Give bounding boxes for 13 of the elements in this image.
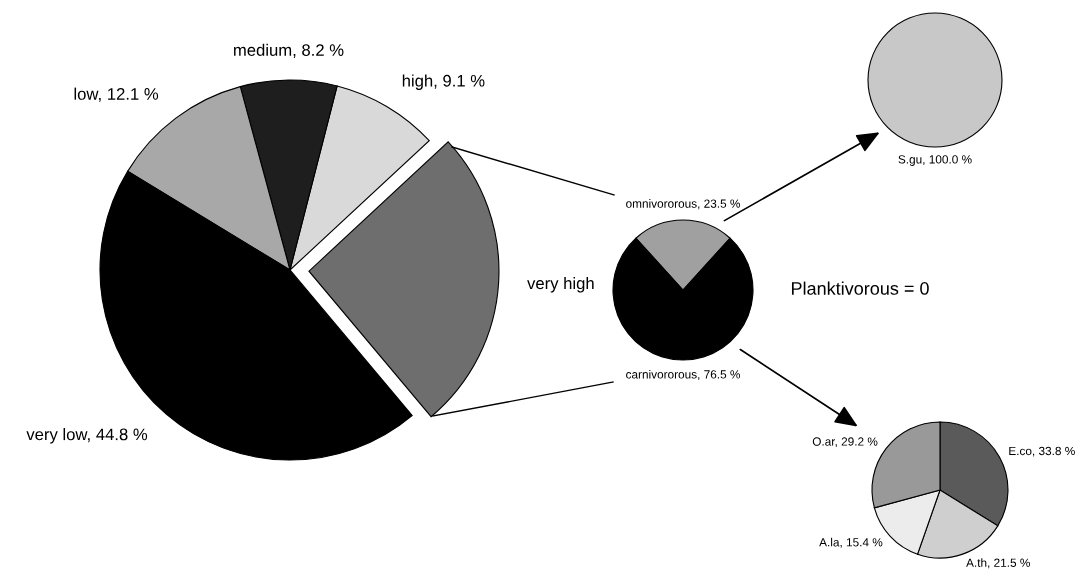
slice-label: very high	[527, 276, 594, 293]
text: Planktivorous = 0	[791, 281, 929, 295]
slice-label: S.gu, 100.0 %	[898, 155, 972, 166]
slice-label: medium, 8.2 %	[234, 43, 344, 58]
slice-label: A.th, 21.5 %	[966, 558, 1030, 569]
slice-label: O.ar, 29.2 %	[812, 437, 878, 448]
slice-label: low, 12.1 %	[74, 87, 159, 102]
slice-label: carnivororous, 76.5 %	[626, 369, 740, 380]
slice-label: A.la, 15.4 %	[819, 537, 883, 548]
slice-label: omnivororous, 23.5 %	[626, 199, 740, 210]
slice-label: very low, 44.8 %	[26, 428, 148, 444]
slice-label: high, 9.1 %	[402, 74, 485, 90]
slice-label: E.co, 33.8 %	[1009, 446, 1075, 457]
